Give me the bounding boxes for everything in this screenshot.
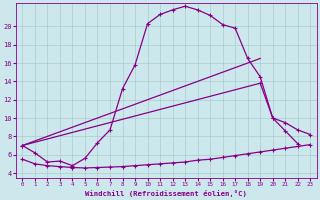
X-axis label: Windchill (Refroidissement éolien,°C): Windchill (Refroidissement éolien,°C) [85, 190, 247, 197]
